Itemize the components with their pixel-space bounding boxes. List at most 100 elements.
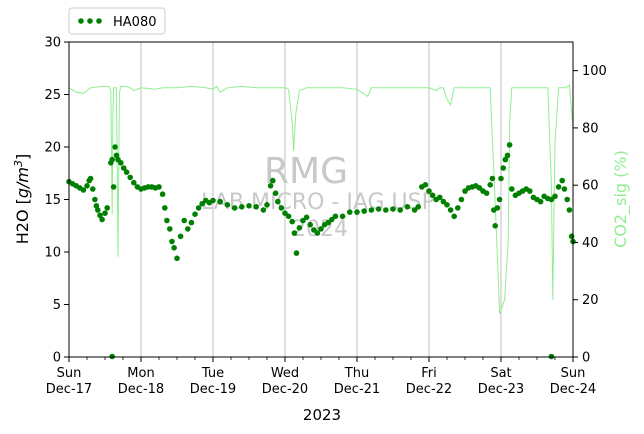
- h2o-data-point: [181, 217, 187, 224]
- h2o-data-point: [300, 217, 306, 224]
- h2o-data-point: [177, 233, 184, 240]
- h2o-data-point: [552, 193, 558, 200]
- h2o-data-point: [239, 204, 245, 210]
- h2o-data-point: [566, 207, 573, 213]
- h2o-data-point: [87, 175, 94, 182]
- h2o-data-point: [110, 184, 117, 190]
- right-y-tick-label: 0: [582, 351, 590, 366]
- h2o-data-point: [224, 202, 231, 208]
- ylabel-part-2: g/m: [13, 167, 32, 198]
- h2o-data-point: [426, 188, 432, 194]
- h2o-data-point: [118, 160, 124, 166]
- h2o-data-point: [368, 207, 375, 213]
- h2o-data-point: [131, 179, 137, 186]
- h2o-data-point: [504, 152, 511, 159]
- x-axis-label: 2023: [303, 406, 341, 424]
- h2o-data-point: [102, 210, 108, 216]
- right-y-tick-label: 80: [582, 121, 599, 136]
- h2o-data-point: [451, 213, 458, 220]
- legend-box: [68, 7, 166, 35]
- h2o-data-point: [502, 156, 509, 163]
- x-tick-label-day: Thu: [344, 366, 369, 381]
- h2o-data-point: [303, 214, 310, 221]
- left-y-tick-label: 10: [44, 246, 61, 261]
- h2o-data-point: [476, 185, 483, 191]
- h2o-data-point: [92, 196, 98, 203]
- x-tick-label-day: Tue: [201, 366, 224, 381]
- left-y-tick-label: 15: [44, 193, 61, 208]
- right-y-tick-label: 20: [582, 293, 599, 308]
- h2o-data-point: [90, 186, 96, 192]
- x-tick-label-day: Sun: [57, 366, 82, 381]
- h2o-data-point: [462, 188, 468, 194]
- h2o-data-point: [397, 207, 404, 213]
- h2o-data-point: [429, 192, 436, 199]
- legend: HA080: [68, 7, 166, 35]
- h2o-data-point: [95, 207, 101, 213]
- right-y-axis: 0 20 40 60 80 100: [573, 64, 607, 366]
- h2o-data-point: [332, 213, 339, 220]
- right-y-tick-label: 40: [582, 236, 599, 251]
- h2o-data-point: [564, 196, 570, 203]
- legend-marker-dot-2: [87, 18, 93, 24]
- h2o-data-point: [260, 207, 267, 213]
- left-y-axis-label: H2O [g/m3]: [12, 154, 32, 245]
- h2o-data-point: [167, 226, 173, 232]
- h2o-data-point: [559, 177, 565, 184]
- h2o-data-point: [113, 152, 120, 159]
- x-tick-label-date: Dec-17: [46, 382, 92, 397]
- h2o-data-point: [329, 216, 335, 223]
- legend-label-ha080: HA080: [113, 15, 156, 30]
- h2o-data-point: [506, 142, 513, 148]
- x-tick-label-date: Dec-24: [550, 382, 596, 397]
- h2o-data-point: [275, 198, 281, 205]
- x-tick-label-day: Mon: [127, 366, 154, 381]
- watermark-line-1: RMG: [264, 151, 348, 192]
- h2o-data-point: [537, 198, 544, 205]
- h2o-data-point: [112, 144, 118, 150]
- h2o-data-point: [285, 213, 292, 220]
- h2o-data-point: [404, 204, 411, 210]
- h2o-data-point: [195, 205, 202, 211]
- x-tick-label-date: Dec-20: [262, 382, 308, 397]
- h2o-data-point: [104, 205, 110, 211]
- h2o-data-point: [174, 255, 180, 262]
- h2o-data-point: [444, 202, 450, 208]
- h2o-data-point: [123, 169, 130, 175]
- h2o-data-point: [561, 186, 568, 192]
- h2o-data-point: [307, 221, 314, 228]
- h2o-data-point: [199, 200, 205, 207]
- h2o-data-point: [527, 188, 533, 194]
- h2o-data-point: [162, 205, 168, 211]
- ylabel-part-3: 3: [12, 160, 25, 167]
- h2o-data-point: [164, 217, 170, 224]
- h2o-data-point: [272, 190, 279, 196]
- h2o-data-point: [500, 165, 507, 171]
- h2o-data-point: [375, 206, 382, 212]
- h2o-data-point: [171, 245, 177, 251]
- left-y-tick-label: 5: [53, 298, 61, 313]
- h2o-data-point: [455, 205, 461, 211]
- h2o-data-point: [509, 186, 515, 192]
- h2o-data-point: [489, 175, 496, 182]
- h2o-data-point: [264, 202, 270, 208]
- h2o-data-point: [217, 198, 223, 205]
- h2o-data-point: [159, 191, 166, 197]
- h2o-data-point: [347, 209, 353, 215]
- h2o-data-point: [437, 194, 443, 201]
- h2o-data-point: [278, 205, 285, 211]
- right-y-axis-label: CO2_sig (%): [611, 150, 631, 248]
- x-tick-label-day: Sun: [561, 366, 586, 381]
- left-y-tick-label: 30: [44, 36, 61, 51]
- right-y-tick-label: 60: [582, 179, 599, 194]
- h2o-data-point: [192, 211, 198, 217]
- h2o-data-point: [411, 207, 418, 213]
- h2o-data-point: [314, 230, 321, 236]
- h2o-data-point: [127, 174, 133, 181]
- left-y-tick-label: 25: [44, 88, 61, 103]
- h2o-data-point: [383, 207, 389, 213]
- h2o-data-point: [494, 205, 501, 211]
- h2o-data-point: [231, 205, 238, 211]
- h2o-data-point: [97, 212, 103, 219]
